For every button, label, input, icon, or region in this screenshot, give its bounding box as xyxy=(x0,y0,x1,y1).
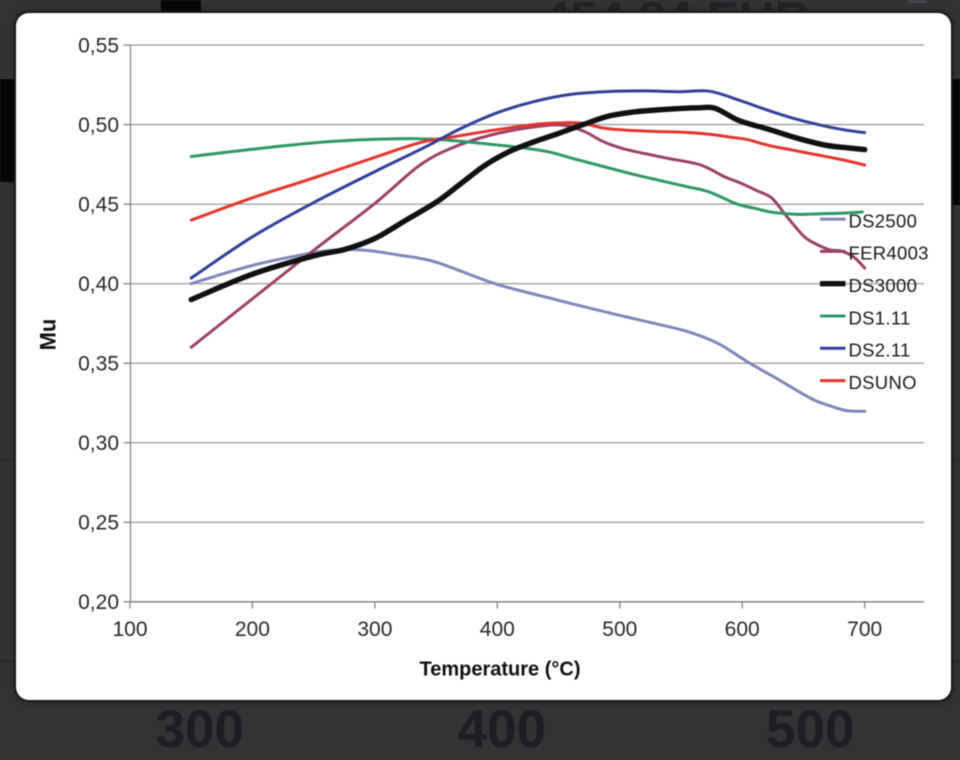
svg-text:200: 200 xyxy=(235,618,270,641)
svg-text:0,35: 0,35 xyxy=(78,353,119,376)
svg-text:0,40: 0,40 xyxy=(78,273,119,296)
svg-text:Mu: Mu xyxy=(35,319,60,351)
svg-text:DS2500: DS2500 xyxy=(849,210,918,231)
svg-text:0,50: 0,50 xyxy=(78,114,119,137)
svg-text:700: 700 xyxy=(847,618,882,641)
svg-text:0,25: 0,25 xyxy=(78,512,119,535)
svg-text:Temperature (°C): Temperature (°C) xyxy=(420,659,581,681)
svg-text:100: 100 xyxy=(112,618,147,641)
svg-text:0,45: 0,45 xyxy=(78,194,119,217)
svg-text:300: 300 xyxy=(357,618,392,641)
svg-text:400: 400 xyxy=(480,618,515,641)
svg-text:0,55: 0,55 xyxy=(78,34,119,57)
svg-text:DS3000: DS3000 xyxy=(849,275,918,296)
svg-text:0,30: 0,30 xyxy=(78,432,119,455)
svg-text:DSUNO: DSUNO xyxy=(849,372,917,393)
svg-text:0,20: 0,20 xyxy=(78,591,119,614)
svg-text:DS1.11: DS1.11 xyxy=(849,307,911,328)
svg-text:DS2.11: DS2.11 xyxy=(849,340,911,361)
svg-text:FER4003: FER4003 xyxy=(849,243,929,264)
svg-text:600: 600 xyxy=(725,618,760,641)
svg-text:500: 500 xyxy=(602,618,637,641)
